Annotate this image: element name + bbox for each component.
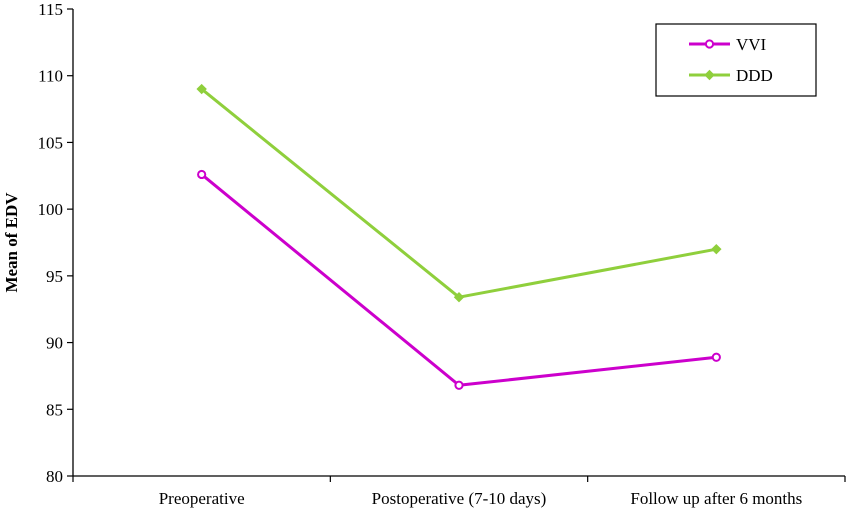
data-point-ddd (453, 291, 465, 303)
y-tick-label: 95 (46, 267, 63, 286)
legend-label-vvi: VVI (736, 35, 767, 54)
legend: VVI DDD (655, 23, 817, 97)
series-layer (196, 83, 722, 390)
y-tick-label: 80 (46, 467, 63, 486)
x-tick-label: Follow up after 6 months (630, 489, 802, 508)
y-axis-label: Mean of EDV (2, 192, 21, 293)
x-tick-label: Preoperative (159, 489, 245, 508)
x-tick-label: Postoperative (7-10 days) (372, 489, 547, 508)
y-tick-label: 115 (38, 0, 63, 19)
x-axis: Preoperative Postoperative (7-10 days) Fol… (72, 476, 846, 508)
series-line-vvi (200, 173, 717, 387)
legend-box (655, 23, 817, 97)
legend-label-ddd: DDD (736, 66, 773, 85)
y-tick-label: 100 (38, 200, 64, 219)
data-point-ddd (711, 243, 722, 255)
y-tick-label: 90 (46, 334, 63, 353)
data-point-ddd (196, 83, 207, 95)
data-point-vvi (454, 380, 464, 390)
data-point-vvi (711, 352, 721, 362)
y-tick-label: 105 (38, 133, 64, 152)
y-tick-label: 110 (38, 67, 63, 86)
series-line-ddd (200, 87, 717, 299)
legend-marker-ddd (704, 69, 715, 81)
y-axis: 80 85 90 95 100 105 110 115 (38, 0, 73, 486)
legend-marker-vvi (704, 39, 715, 49)
data-point-vvi (197, 169, 207, 180)
y-tick-label: 85 (46, 400, 63, 419)
